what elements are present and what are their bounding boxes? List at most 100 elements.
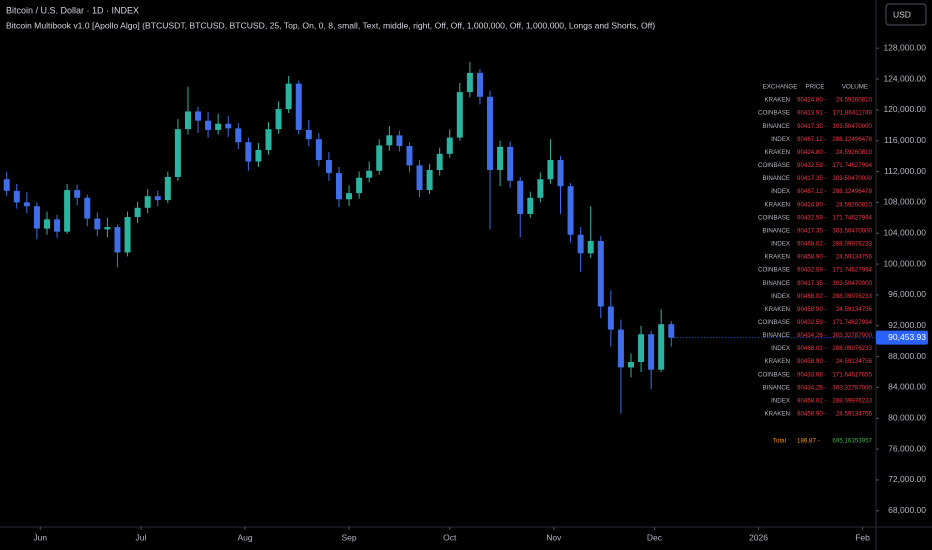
candle-body (567, 186, 574, 235)
x-tick-label: Feb (855, 532, 870, 542)
exchange-volume: 171.74627994 (832, 214, 872, 221)
currency-button[interactable] (885, 3, 927, 26)
exchange-price: 90432.59 - (797, 319, 827, 326)
candle-body (134, 207, 141, 218)
candle-body (366, 170, 373, 178)
candle-body (164, 176, 171, 201)
y-tick-label: 96,000.00 (888, 289, 926, 299)
exchange-volume: 303.50470000 (832, 175, 872, 182)
candle-body (3, 179, 10, 191)
exchange-price: 90432.59 - (797, 214, 827, 221)
y-tick-label: 128,000.00 (883, 42, 926, 52)
exchange-name: BINANCE (762, 175, 790, 182)
candle-body (638, 334, 645, 362)
candle-body (597, 240, 604, 307)
exchange-price: 90417.35 - (797, 175, 827, 182)
total-label: Total (773, 438, 786, 445)
exchange-name: COINBASE (758, 162, 790, 169)
table-header: EXCHANGE (763, 84, 798, 91)
exchange-volume: 171.64617655 (832, 371, 872, 378)
exchange-volume: 288.12496478 (832, 188, 872, 195)
total-volume: 695.16353957 (832, 438, 872, 445)
candle-body (33, 206, 40, 229)
exchange-name: COINBASE (758, 371, 790, 378)
candle-body (84, 197, 91, 219)
y-tick-label: 92,000.00 (888, 320, 926, 330)
table-header: PRICE (806, 84, 825, 91)
exchange-price: 90467.12 - (797, 188, 827, 195)
candle-body (285, 83, 292, 110)
candle-body (64, 190, 71, 232)
candle-body (74, 190, 81, 198)
exchange-volume: 303.32787000 (832, 332, 872, 339)
exchange-volume: 24.59134756 (836, 306, 873, 313)
exchange-name: BINANCE (762, 384, 790, 391)
x-tick-label: Oct (443, 532, 457, 542)
candle-body (406, 146, 413, 166)
exchange-volume: 171.74627994 (832, 319, 872, 326)
candle-body (658, 324, 665, 370)
candle-body (537, 179, 544, 198)
y-tick-label: 76,000.00 (888, 443, 926, 453)
candle-body (497, 146, 504, 171)
exchange-volume: 171.74627994 (832, 267, 872, 274)
exchange-volume: 24.59134756 (836, 358, 873, 365)
exchange-price: 90417.35 - (797, 123, 827, 130)
candle-body (547, 159, 554, 180)
candle-body (124, 217, 131, 253)
exchange-price: 90468.02 - (797, 293, 827, 300)
exchange-price: 90458.90 - (797, 254, 827, 261)
candle-body (325, 159, 332, 174)
exchange-volume: 171.74627994 (832, 162, 872, 169)
candle-body (265, 129, 272, 150)
exchange-volume: 303.32787000 (832, 384, 872, 391)
candle-body (235, 128, 242, 143)
x-tick-label: Aug (237, 532, 252, 542)
candle-body (54, 219, 61, 232)
candle-body (456, 92, 463, 138)
y-tick-label: 72,000.00 (888, 474, 926, 484)
exchange-price: 90424.80 - (797, 97, 827, 104)
exchange-name: INDEX (771, 136, 790, 143)
exchange-name: COINBASE (758, 214, 790, 221)
candle-body (426, 170, 433, 191)
currency-label[interactable]: USD (893, 9, 911, 19)
exchange-name: INDEX (771, 241, 790, 248)
exchange-price: 90458.90 - (797, 358, 827, 365)
indicator-title: Bitcoin Multibook v1.0 [Apollo Algo] (BT… (6, 20, 655, 30)
exchange-volume: 24.59260810 (836, 149, 873, 156)
exchange-price: 90432.59 - (797, 267, 827, 274)
y-tick-label: 120,000.00 (883, 104, 926, 114)
exchange-volume: 288.09976233 (832, 241, 872, 248)
candle-body (43, 219, 50, 229)
y-tick-label: 68,000.00 (888, 505, 926, 515)
exchange-volume: 288.12496478 (832, 136, 872, 143)
candle-body (416, 165, 423, 191)
exchange-name: KRAKEN (765, 254, 790, 261)
exchange-volume: 288.09976233 (832, 293, 872, 300)
exchange-price: 90417.35 - (797, 280, 827, 287)
y-tick-label: 84,000.00 (888, 382, 926, 392)
candle-body (668, 324, 675, 338)
candle-body (104, 227, 111, 230)
candle-body (607, 306, 614, 330)
exchange-name: KRAKEN (765, 149, 790, 156)
candle-body (617, 329, 624, 368)
candle-body (23, 202, 30, 207)
exchange-price: 90424.80 - (797, 201, 827, 208)
exchange-price: 90468.02 - (797, 397, 827, 404)
candle-body (205, 120, 212, 130)
y-tick-label: 100,000.00 (883, 258, 926, 268)
candle-body (295, 83, 302, 130)
x-tick-label: Jul (136, 532, 147, 542)
candle-body (346, 193, 353, 200)
x-tick-label: Dec (647, 532, 663, 542)
candle-body (255, 149, 262, 162)
last-price-tag (876, 330, 928, 345)
candle-body (376, 145, 383, 171)
candle-body (144, 196, 151, 208)
exchange-name: KRAKEN (765, 201, 790, 208)
candle-body (154, 196, 161, 201)
candle-body (527, 197, 534, 214)
